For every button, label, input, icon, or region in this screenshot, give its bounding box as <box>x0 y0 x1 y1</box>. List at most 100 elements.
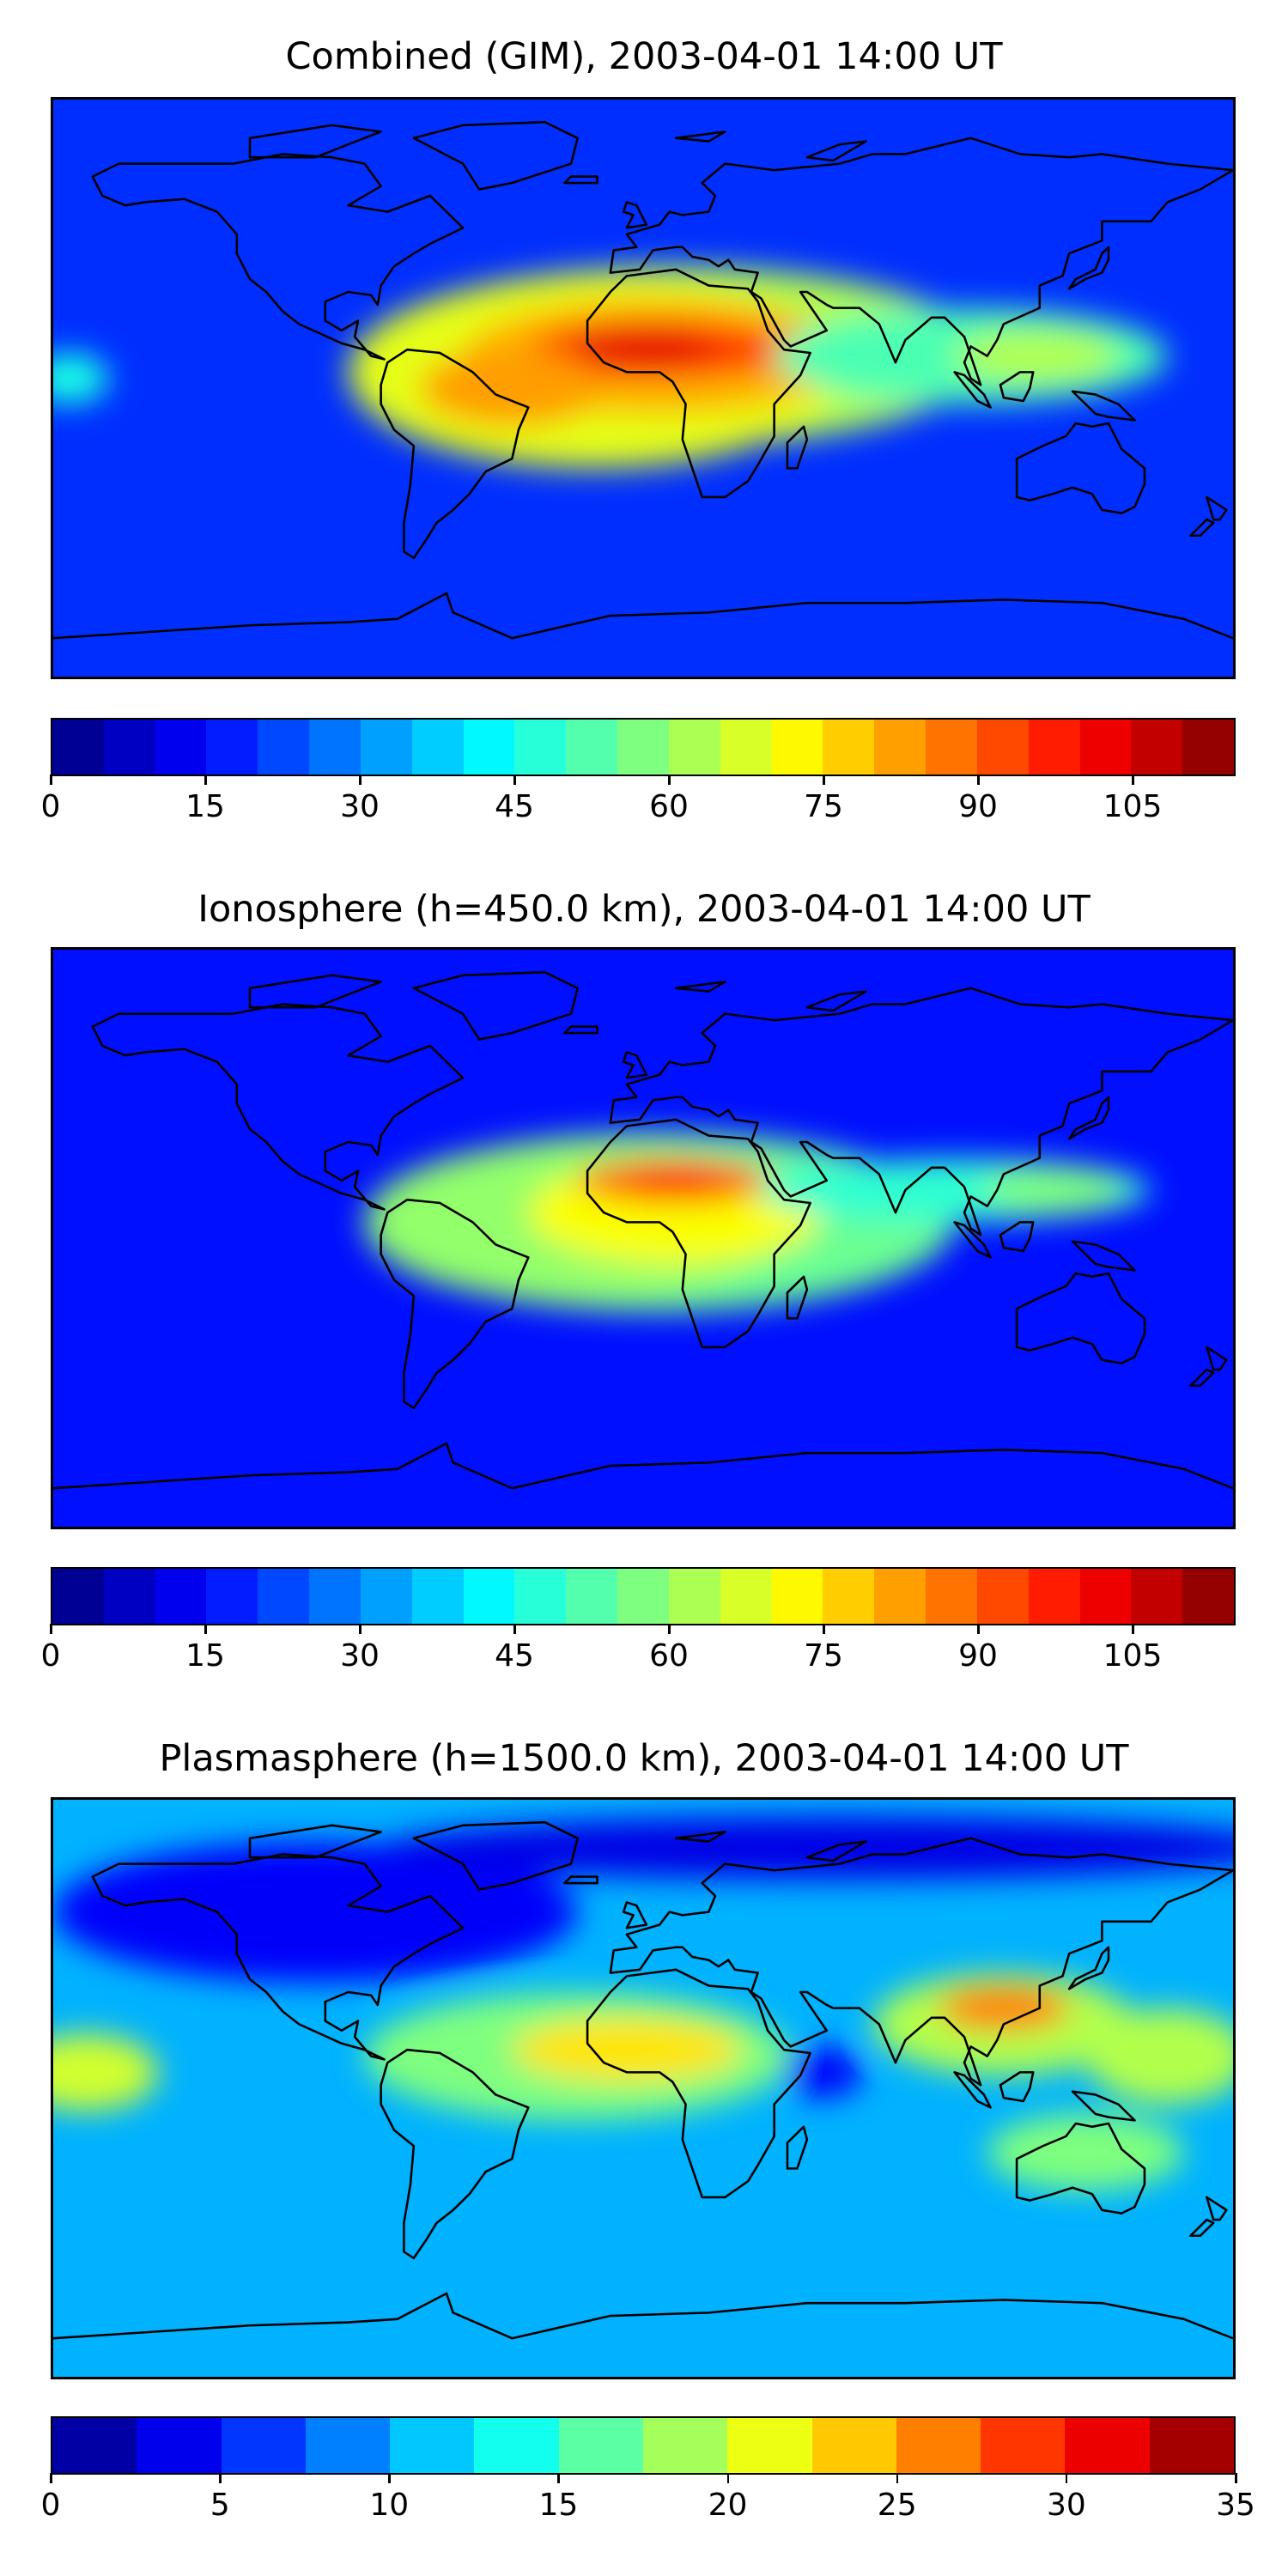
coastline-path <box>674 131 726 143</box>
colorbar-tick-label: 90 <box>958 789 998 824</box>
colorbar-segment <box>823 1569 875 1624</box>
colorbar-segment <box>823 720 875 775</box>
panel-title-combined: Combined (GIM), 2003-04-01 14:00 UT <box>285 35 1003 78</box>
colorbar-tick-mark <box>1235 2473 1237 2483</box>
colorbar-plasmasphere-bar <box>51 2416 1236 2475</box>
colorbar-segment <box>811 2418 896 2473</box>
colorbar-tick-label: 30 <box>340 1638 380 1674</box>
colorbar-segment <box>309 720 361 775</box>
coastline-path <box>412 970 579 1041</box>
coastline-path <box>609 1837 1233 2087</box>
map-combined <box>51 97 1236 679</box>
colorbar-segment <box>411 720 464 775</box>
colorbar-tick-label: 25 <box>877 2488 917 2523</box>
coastline-path <box>786 1275 809 1320</box>
colorbar-segment <box>52 2418 137 2473</box>
colorbar-tick-mark <box>359 1624 361 1634</box>
colorbar-segment <box>720 1569 772 1624</box>
coastline-path <box>53 592 1233 640</box>
colorbar-segment <box>771 1569 823 1624</box>
colorbar-tick-mark <box>1065 2473 1068 2483</box>
colorbar-segment <box>103 720 155 775</box>
coastline-path <box>380 2048 530 2260</box>
coastline-path <box>248 1824 382 1859</box>
colorbar-segment <box>771 720 823 775</box>
colorbar-combined: 0 15 30 45 60 75 90 105 <box>41 718 1236 834</box>
colorbar-tick-label: 20 <box>708 2488 748 2523</box>
coastline-path <box>1067 246 1110 290</box>
colorbar-segment <box>1079 720 1132 775</box>
colorbar-segment <box>981 2418 1066 2473</box>
coastline-path <box>1071 390 1136 422</box>
colorbar-segment <box>976 1569 1029 1624</box>
colorbar-segment <box>926 720 977 775</box>
coastline-path <box>1206 495 1228 521</box>
colorbar-segment <box>566 720 618 775</box>
coastline-path <box>1067 1096 1110 1140</box>
colorbar-segment <box>103 1569 155 1624</box>
coastline-path <box>91 1853 465 2061</box>
map-contour-region <box>53 2033 159 2111</box>
colorbar-segment <box>360 1569 412 1624</box>
colorbar-tick-mark <box>50 1624 52 1634</box>
coastline-path <box>380 348 530 560</box>
coastline-path <box>953 2071 992 2109</box>
map-plasmasphere <box>51 1797 1236 2379</box>
map-contour-region <box>53 1841 578 1983</box>
colorbar-segment <box>642 2418 728 2473</box>
map-contour-region <box>784 2046 863 2099</box>
colorbar-segment <box>411 1569 464 1624</box>
coastline-path <box>563 1025 598 1035</box>
coastline-path <box>609 987 1233 1236</box>
coastline-path <box>1015 2122 1146 2215</box>
map-contour-region <box>954 330 1119 382</box>
map-contour-region <box>420 349 605 427</box>
colorbar-segment <box>514 720 567 775</box>
map-field-contours <box>53 266 1168 469</box>
colorbar-tick-mark <box>668 775 671 785</box>
colorbar-segment <box>305 2418 391 2473</box>
colorbar-segment <box>206 1569 258 1624</box>
colorbar-tick-mark <box>50 775 52 785</box>
colorbar-segment <box>668 720 720 775</box>
map-contour-region <box>938 1985 1070 2031</box>
colorbar-tick-mark <box>823 1624 825 1634</box>
coastline-path <box>586 268 811 499</box>
coastline-path <box>622 1901 648 1929</box>
coastline-path <box>1015 1272 1146 1364</box>
colorbar-tick-label: 60 <box>649 1638 689 1674</box>
map-contour-region <box>380 1815 1233 1880</box>
colorbar-tick-label: 45 <box>495 789 534 824</box>
colorbar-segment <box>896 2418 981 2473</box>
panel-title-ionosphere: Ionosphere (h=450.0 km), 2003-04-01 14:0… <box>197 888 1091 931</box>
colorbar-segment <box>1131 1569 1183 1624</box>
coastline-path <box>622 201 648 229</box>
coastline-path <box>805 1840 867 1862</box>
colorbar-ionosphere: 0 15 30 45 60 75 90 105 <box>41 1567 1236 1683</box>
coastline-path <box>563 1875 598 1885</box>
coastline-path <box>1206 1346 1228 1371</box>
coastline-path <box>53 1442 1233 1490</box>
coastline-path <box>1071 1240 1136 1272</box>
coastline-path <box>1067 1946 1110 1990</box>
coastline-path <box>805 990 867 1012</box>
colorbar-segment <box>1028 720 1080 775</box>
colorbar-segment <box>874 1569 927 1624</box>
coastline-path <box>999 2071 1035 2103</box>
coastline-path <box>674 981 726 993</box>
colorbar-tick-label: 45 <box>495 1638 534 1674</box>
colorbar-segment <box>52 720 104 775</box>
colorbar-segment <box>1079 1569 1132 1624</box>
colorbar-tick-label: 105 <box>1103 1638 1163 1674</box>
map-contour-region <box>987 2113 1184 2191</box>
colorbar-segment <box>617 720 669 775</box>
colorbar-tick-label: 105 <box>1103 789 1163 824</box>
colorbar-segment <box>874 720 927 775</box>
map-contour-region <box>53 352 109 404</box>
coastline-path <box>1189 2218 1215 2238</box>
colorbar-tick-mark <box>557 2473 560 2483</box>
map-plasmasphere-svg <box>53 1800 1233 2377</box>
colorbar-segment <box>1182 720 1234 775</box>
coastline-path <box>380 1198 530 1410</box>
coastline-path <box>786 425 809 470</box>
